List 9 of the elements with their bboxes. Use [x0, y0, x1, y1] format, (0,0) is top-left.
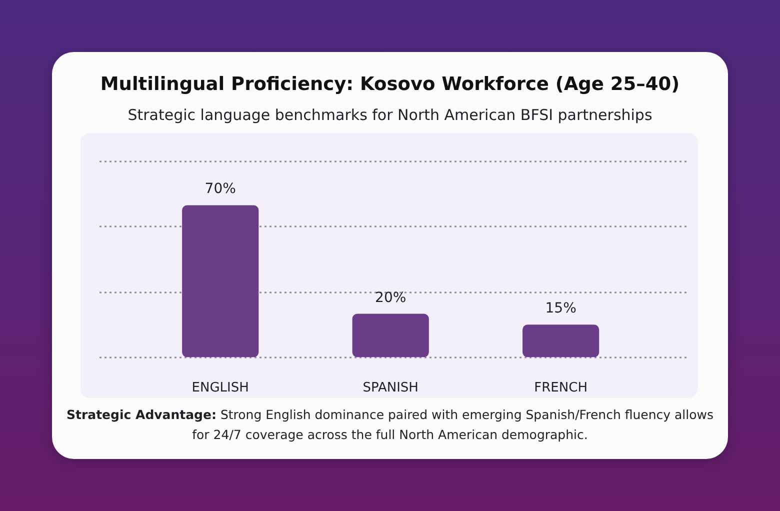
x-tick-label: ENGLISH	[192, 380, 249, 396]
chart-subtitle: Strategic language benchmarks for North American BFSI partnerships	[128, 105, 652, 126]
data-label: 70%	[204, 181, 236, 198]
text: Strategic Advantage: Strong English dominance paired with emerging Spanish/French fluency allows for 24/7 coverage across the full North American demographic.	[66, 406, 714, 444]
x-tick-label: SPANISH	[362, 380, 418, 396]
chart-title: Multilingual Proficiency: Kosovo Workforce (Age 25–40)	[100, 73, 680, 97]
x-tick-label: FRENCH	[534, 380, 588, 396]
data-label: 20%	[375, 290, 406, 306]
data-label: 15%	[545, 300, 576, 317]
